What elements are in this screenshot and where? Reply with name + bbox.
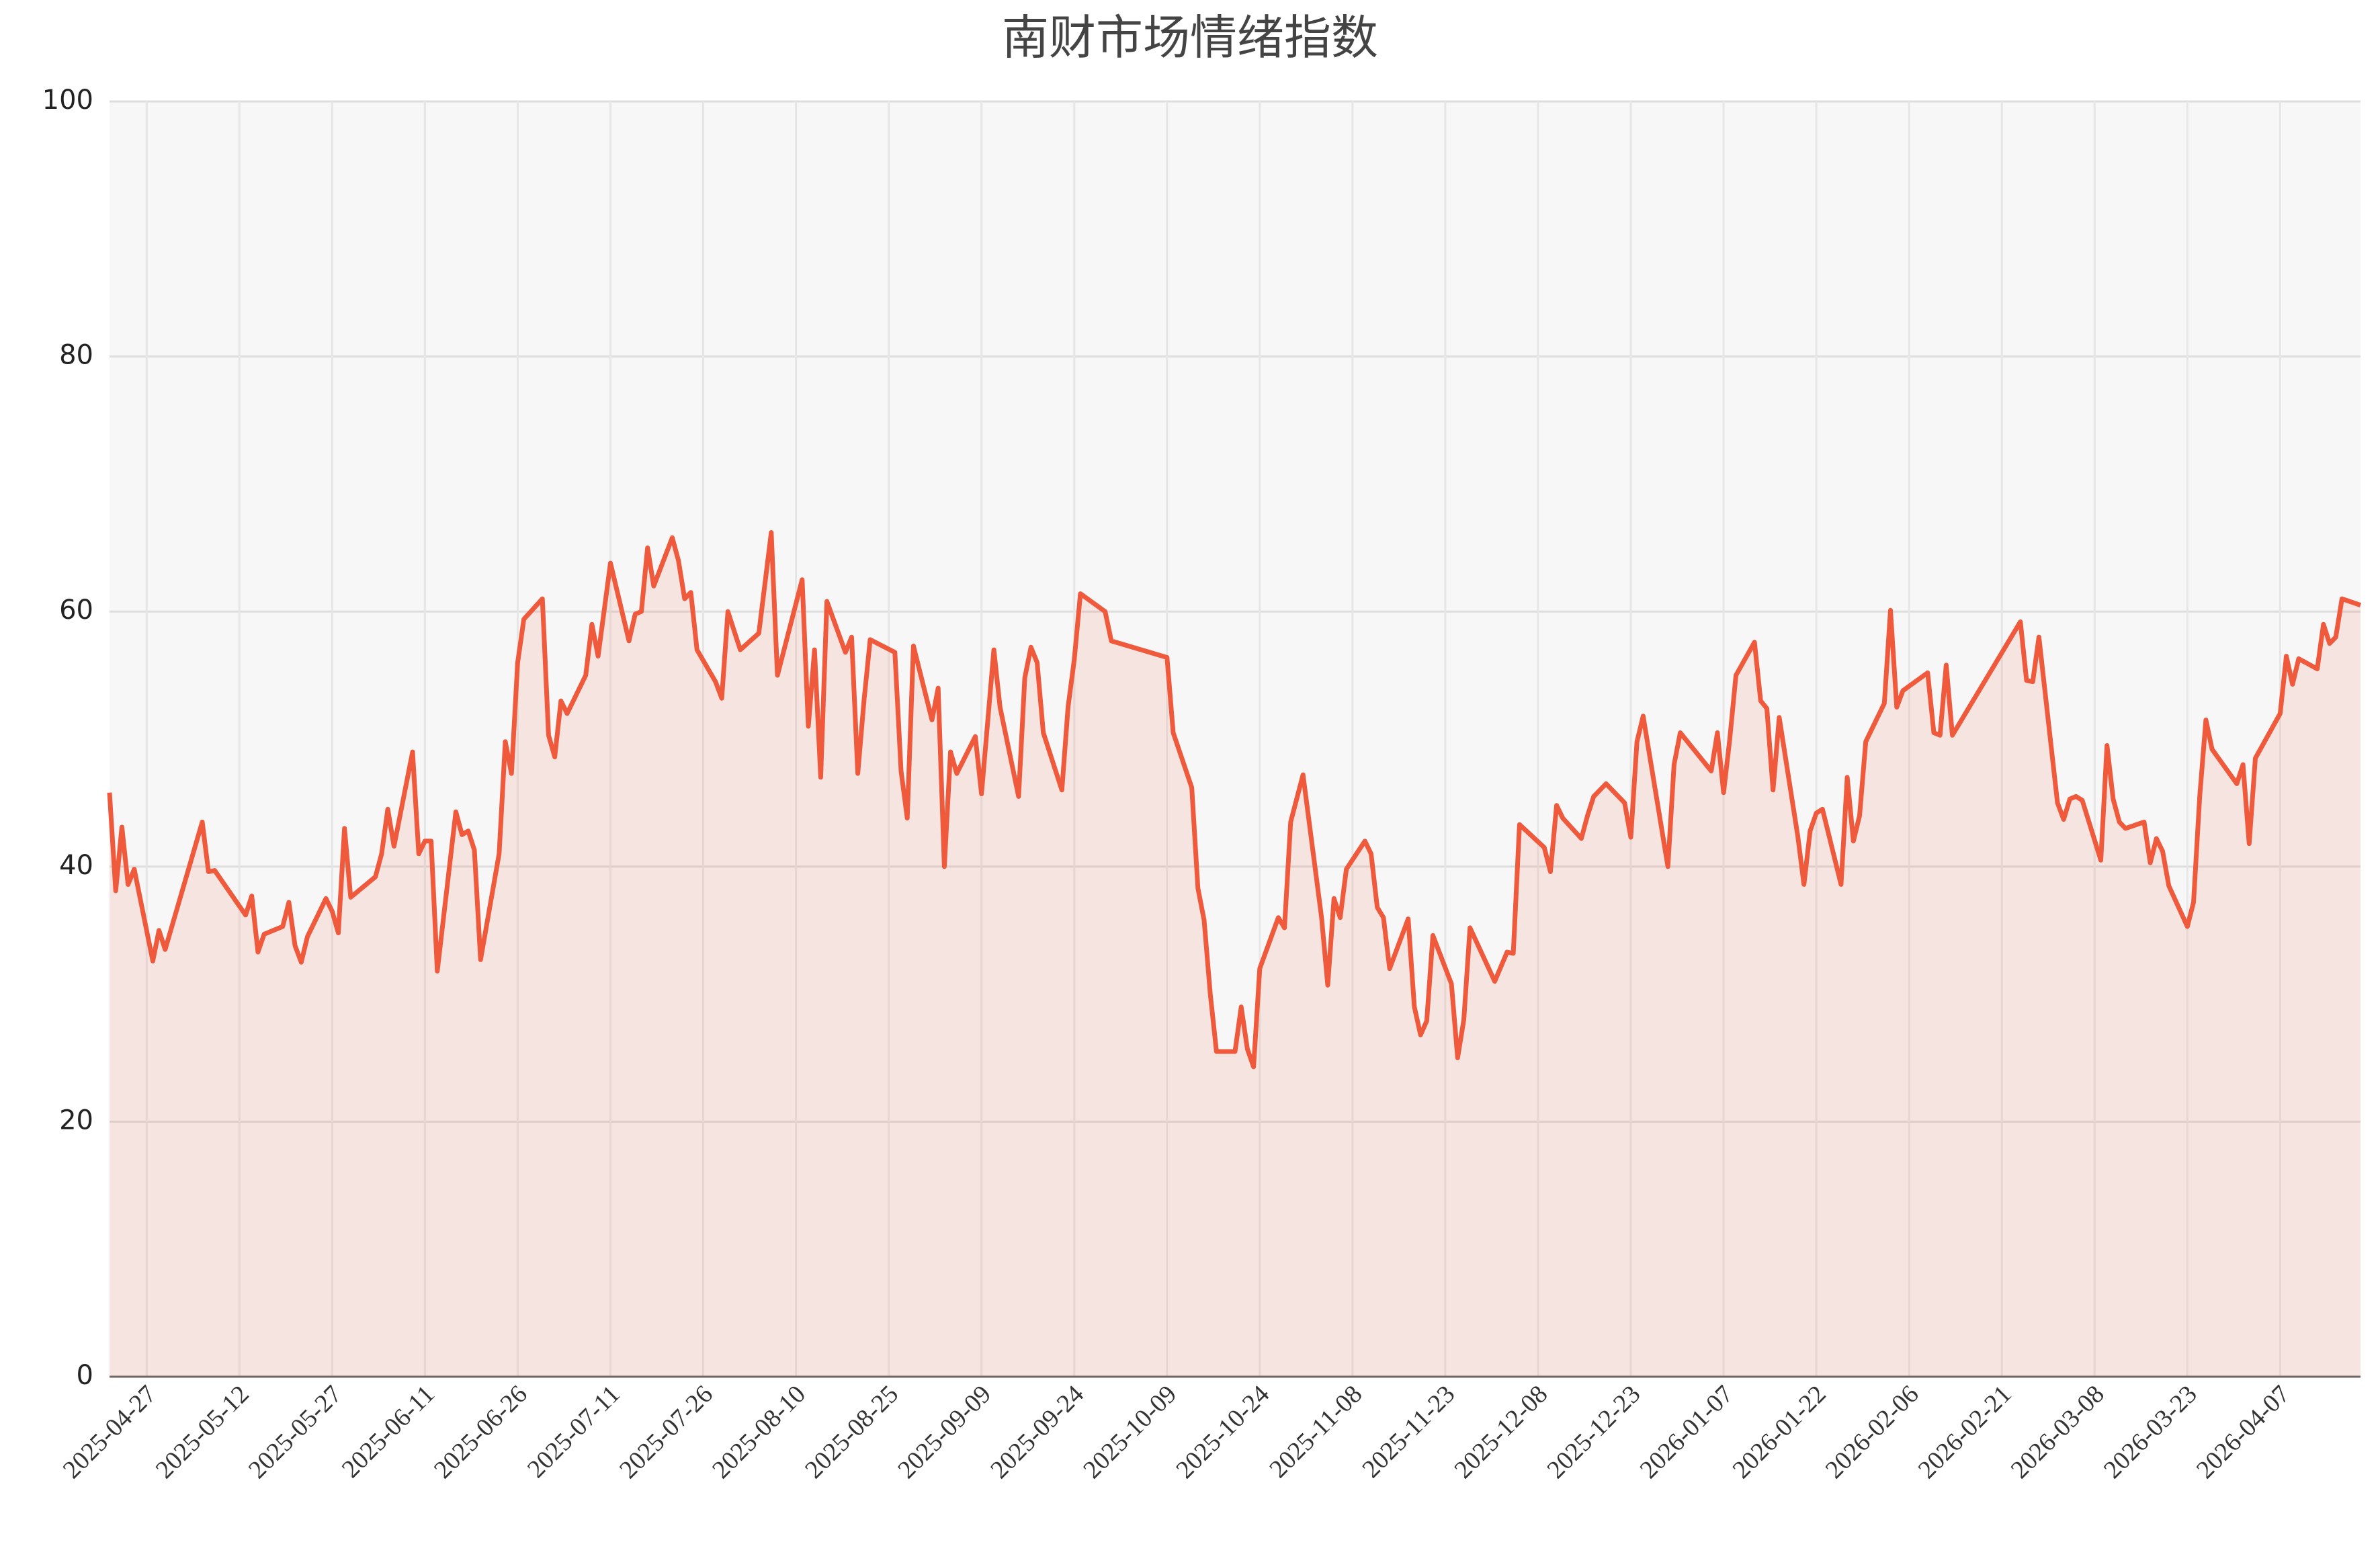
x-tick-label: 2025-11-23 [1357,1380,1460,1484]
x-tick-label: 2026-04-07 [2191,1380,2295,1484]
y-tick-label: 40 [59,850,93,881]
plot-background [110,101,2361,1377]
y-tick-label: 0 [77,1360,93,1391]
x-tick-label: 2025-06-26 [429,1380,533,1484]
y-tick-label: 80 [59,340,93,371]
x-tick-label: 2025-07-11 [522,1380,626,1484]
x-tick-label: 2026-01-07 [1635,1380,1739,1484]
line-area [110,532,2361,1377]
x-tick-label: 2025-10-24 [1171,1380,1275,1484]
chart-title: 南财市场情绪指数 [1002,10,1378,65]
line [107,530,2362,1070]
x-tick-label: 2026-03-08 [2006,1380,2110,1484]
x-tick-label: 2025-12-08 [1449,1380,1553,1484]
x-tick-label: 2025-05-12 [151,1380,255,1484]
x-tick-label: 2025-08-10 [707,1380,811,1484]
y-tick-label: 60 [59,595,93,626]
x-tick-label: 2026-03-23 [2098,1380,2203,1484]
x-tick-label: 2025-10-09 [1078,1380,1182,1484]
x-tick-label: 2025-04-27 [58,1380,162,1484]
x-tick-label: 2025-08-25 [800,1380,904,1484]
x-tick-label: 2025-07-26 [614,1380,718,1484]
x-tick-label: 2025-09-24 [985,1380,1089,1484]
x-tick-label: 2025-09-09 [892,1380,996,1484]
x-tick-label: 2026-01-22 [1728,1380,1832,1484]
y-tick-label: 20 [59,1105,93,1136]
x-tick-label: 2025-06-11 [337,1380,440,1484]
x-tick-label: 2026-02-06 [1820,1380,1924,1484]
x-tick-label: 2025-12-23 [1541,1380,1646,1484]
y-tick-label: 100 [42,85,93,116]
x-tick-label: 2025-11-08 [1264,1380,1367,1484]
x-tick-label: 2026-02-21 [1913,1380,2017,1484]
x-tick-label: 2025-05-27 [243,1380,347,1484]
